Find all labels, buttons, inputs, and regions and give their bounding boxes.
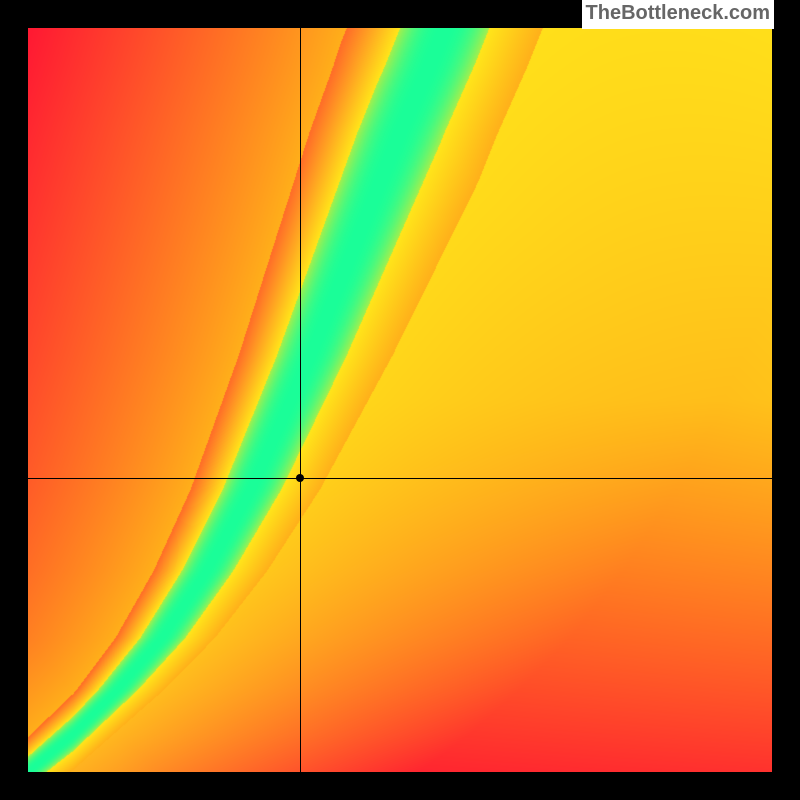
watermark-text: TheBottleneck.com	[582, 0, 774, 29]
crosshair-horizontal	[28, 478, 772, 479]
heatmap-plot	[28, 28, 772, 772]
crosshair-vertical	[300, 28, 301, 772]
heatmap-canvas	[28, 28, 772, 772]
marker-dot	[296, 474, 304, 482]
